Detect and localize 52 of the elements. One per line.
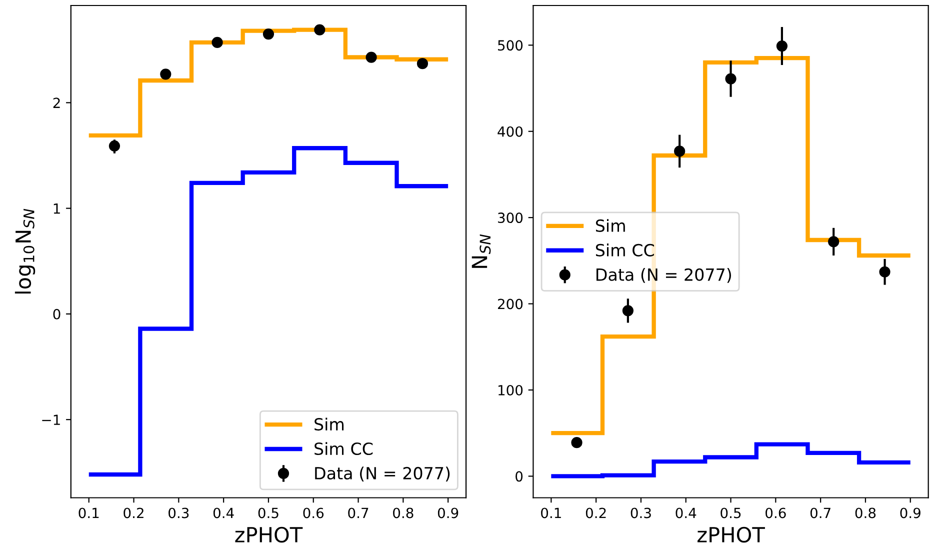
point: [262, 28, 274, 40]
y-tick-label: 400: [498, 126, 523, 137]
point: [314, 24, 326, 36]
x-tick-label: 0.4: [676, 508, 696, 518]
y-tick-label: 0: [516, 471, 523, 482]
legend-label: Data (N = 2077): [596, 268, 731, 283]
point: [366, 52, 377, 63]
y-axis-title: log$_{10}$N$_{SN}$: [14, 208, 36, 294]
legend-label: Data (N = 2077): [315, 466, 450, 482]
x-tick-label: 0.2: [586, 508, 606, 518]
point: [571, 437, 582, 448]
y-tick-label: 0: [53, 308, 60, 320]
point: [416, 58, 428, 70]
x-tick-label: 0.2: [124, 508, 144, 518]
y-tick-label: 500: [498, 40, 523, 51]
y-tick-label: 100: [498, 384, 523, 396]
legend-label: Sim: [314, 418, 344, 431]
x-tick-label: 0.3: [630, 508, 651, 518]
point: [725, 73, 736, 84]
x-tick-label: 0.8: [393, 508, 414, 518]
legend-label: Sim CC: [596, 244, 654, 256]
y-axis-title: N$_{SN}$: [472, 234, 491, 268]
point: [776, 40, 788, 52]
x-axis-title: zPHOT: [698, 526, 765, 543]
x-tick-label: 0.7: [348, 508, 368, 518]
x-tick-label: 0.1: [78, 508, 99, 518]
x-tick-label: 0.1: [541, 508, 561, 518]
x-tick-label: 0.9: [900, 508, 920, 518]
x-tick-label: 0.9: [438, 508, 458, 518]
x-tick-label: 0.8: [855, 508, 876, 518]
x-tick-label: 0.6: [303, 508, 324, 518]
x-tick-label: 0.6: [766, 508, 786, 518]
point: [160, 68, 172, 80]
point: [828, 236, 840, 248]
x-tick-label: 0.4: [213, 508, 234, 518]
x-axis-title: zPHOT: [235, 526, 303, 543]
y-tick-label: 200: [498, 298, 523, 310]
y-tick-label: −1: [42, 414, 60, 425]
y-tick-label: 300: [498, 212, 523, 224]
x-tick-label: 0.5: [720, 508, 741, 518]
x-tick-label: 0.5: [258, 508, 278, 518]
x-tick-label: 0.3: [168, 508, 189, 518]
y-tick-label: 1: [54, 203, 60, 214]
legend-label: Sim: [596, 219, 625, 232]
point: [879, 266, 890, 278]
point: [212, 36, 223, 48]
point: [674, 146, 686, 157]
legend-label: Sim CC: [314, 442, 373, 456]
point: [108, 140, 120, 152]
x-tick-label: 0.7: [810, 508, 830, 518]
point: [622, 305, 634, 316]
y-tick-label: 2: [53, 98, 60, 108]
